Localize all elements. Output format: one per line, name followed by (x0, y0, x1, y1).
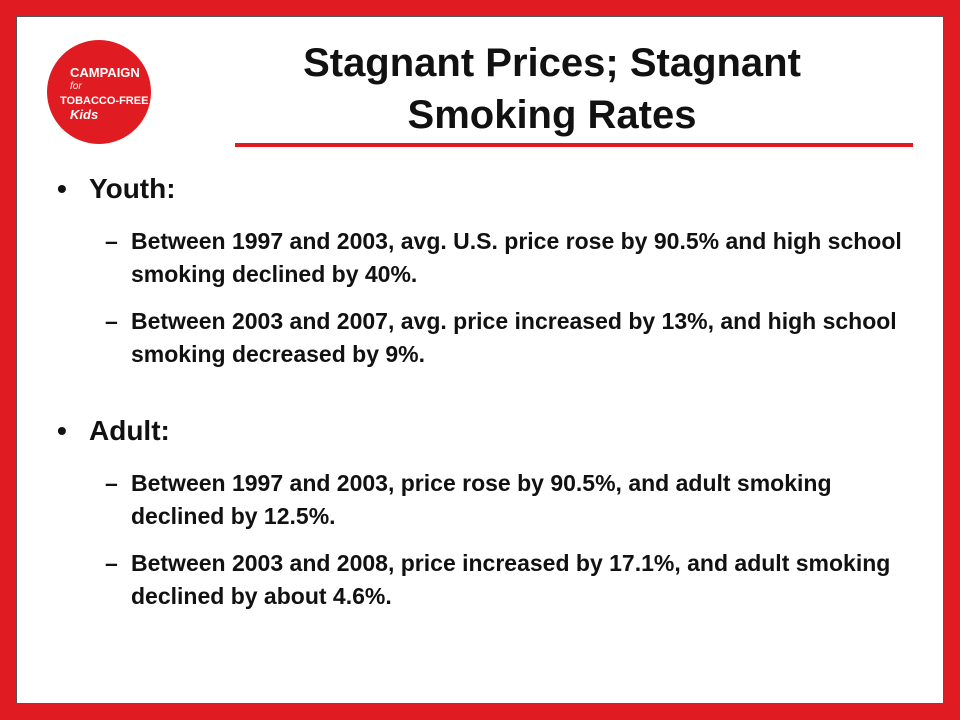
sub-item: – Between 2003 and 2007, avg. price incre… (105, 305, 906, 371)
logo-text: Kids (70, 107, 98, 122)
item-text: Between 2003 and 2008, price increased b… (131, 550, 891, 609)
dash: – (105, 470, 118, 496)
bullet-heading: Youth: (17, 167, 943, 211)
logo: CAMPAIGN for TOBACCO-FREE Kids (47, 40, 151, 144)
dash: – (105, 550, 118, 576)
dash: – (105, 228, 118, 254)
item-text: Between 1997 and 2003, avg. U.S. price r… (131, 228, 902, 287)
slide: CAMPAIGN for TOBACCO-FREE Kids Stagnant … (16, 16, 944, 704)
section: Adult: –Between 1997 and 2003, price rose… (17, 409, 943, 613)
sub-item: – Between 1997 and 2003, avg. U.S. price … (105, 225, 906, 291)
title: Stagnant Prices; Stagnant Smoking Rates (232, 37, 872, 141)
sub-item: – Between 2003 and 2008, price increased … (105, 547, 906, 613)
title-line: Smoking Rates (407, 93, 697, 137)
bullet-heading: Adult: (17, 409, 943, 453)
item-text: Between 2003 and 2007, avg. price increa… (131, 308, 897, 367)
item-text: Between 1997 and 2003, price rose by 90.… (131, 470, 832, 529)
sub-item: – Between 1997 and 2003, price rose by 90… (105, 467, 906, 533)
dash: – (105, 308, 118, 334)
logo-text: for (70, 81, 82, 92)
logo-text: TOBACCO-FREE (60, 95, 148, 107)
section: Youth: –Between 1997 and 2003, avg. U.S. … (17, 167, 943, 371)
content: Youth:–Between 1997 and 2003, avg. U.S. … (17, 167, 943, 651)
title-line: Stagnant Prices; Stagnant (303, 41, 801, 85)
title-rule (235, 143, 913, 147)
logo-text: CAMPAIGN (70, 65, 140, 80)
